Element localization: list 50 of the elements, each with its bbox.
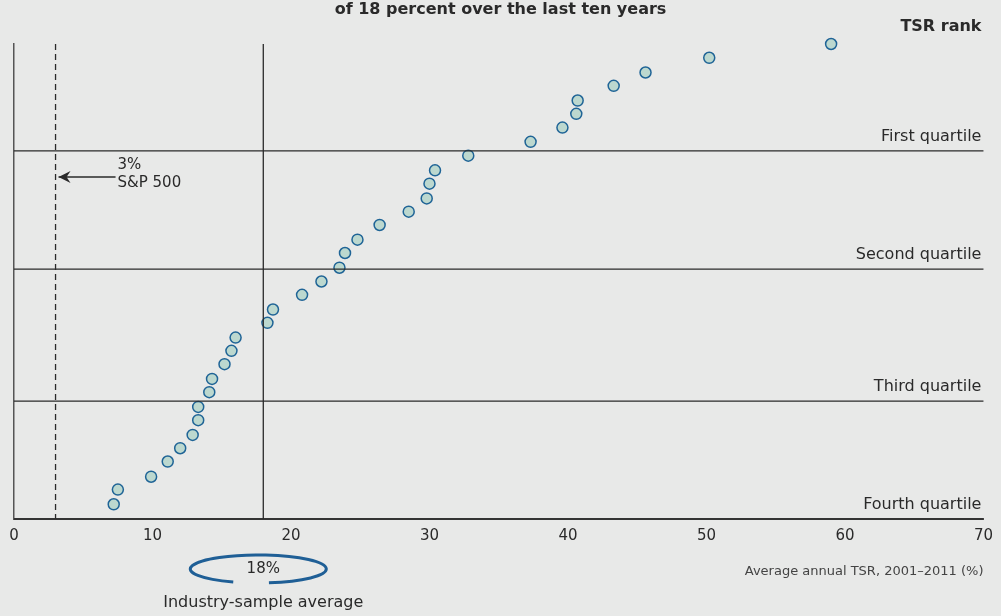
point [225,344,238,358]
point [191,400,205,414]
ref-line-label: Third quartile [872,376,982,396]
x-tick-label: 20 [281,525,301,544]
x-axis-title: Average annual TSR, 2001–2011 (%) [744,563,984,579]
point [639,66,652,79]
point [191,413,205,427]
point [315,275,328,288]
point [205,372,219,386]
x-tick-label: 70 [973,525,993,544]
point [351,233,364,246]
point [229,331,242,344]
point [161,455,174,468]
x-tick-label: 10 [142,525,163,544]
point [295,288,309,302]
point [402,205,415,218]
point [702,51,716,65]
point [373,218,386,232]
ref-line-label: 18% [246,558,280,577]
point [203,385,216,399]
point [261,316,274,330]
point [186,428,199,442]
y-axis-title: TSR rank [900,16,982,36]
x-tick-label: 0 [9,525,19,544]
point [144,470,158,483]
ref-line-label: Fourth quartile [863,494,982,514]
point [571,94,584,107]
x-tick-label: 50 [696,525,717,544]
point [338,246,352,260]
ref-line-label: Second quartile [855,244,982,264]
point [107,498,120,511]
text: Industry-sample average [163,592,364,612]
point [570,107,583,121]
point [266,303,280,316]
point [173,441,187,455]
x-tick-label: 60 [835,525,855,544]
point [824,37,838,51]
point [556,121,569,134]
point [218,357,231,371]
chart-title: of 18 percent over the last ten years [334,0,667,19]
point [420,192,433,205]
ref-line-label: First quartile [881,126,982,146]
point [428,164,442,177]
x-tick-label: 30 [419,525,440,544]
point [111,483,125,496]
point [423,177,436,190]
ref-line-label: 3% S&P 500 [117,155,182,191]
x-tick-label: 40 [558,525,578,544]
point [524,135,537,149]
point [607,79,620,93]
